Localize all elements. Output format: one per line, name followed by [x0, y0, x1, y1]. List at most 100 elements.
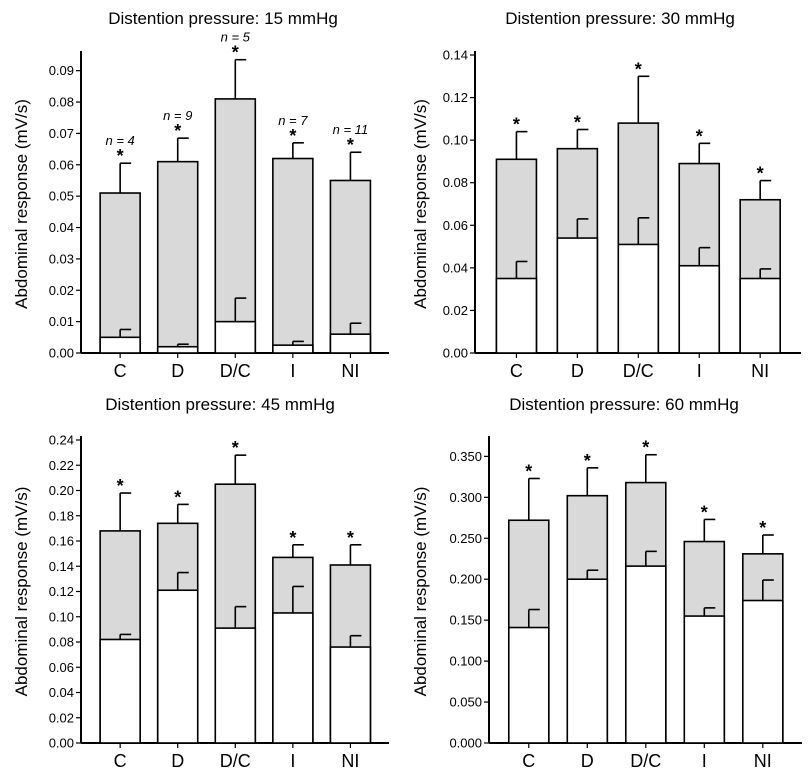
- x-tick-label: D: [171, 361, 184, 381]
- y-tick-label: 0.250: [449, 531, 482, 546]
- significance-star: *: [347, 528, 354, 548]
- significance-star: *: [174, 121, 181, 141]
- chart-panel-30mmhg: Distention pressure: 30 mmHg Abdominal re…: [404, 0, 809, 384]
- significance-star: *: [642, 438, 649, 458]
- x-tick-label: C: [510, 361, 523, 381]
- y-tick-label: 0.08: [443, 175, 468, 190]
- significance-star: *: [574, 113, 581, 133]
- y-tick-label: 0.04: [49, 685, 74, 700]
- chart-title: Distention pressure: 15 mmHg: [108, 9, 338, 28]
- chart-title: Distention pressure: 45 mmHg: [105, 395, 335, 414]
- chart-svg: Distention pressure: 15 mmHg Abdominal re…: [12, 9, 389, 381]
- y-axis-label: Abdominal response (mV/s): [12, 99, 31, 309]
- significance-star: *: [232, 438, 239, 458]
- y-tick-label: 0.22: [49, 458, 74, 473]
- x-tick-label: D: [571, 361, 584, 381]
- chart-title: Distention pressure: 30 mmHg: [505, 9, 735, 28]
- x-tick-label: C: [522, 751, 535, 769]
- bar-baseline: [99, 336, 141, 354]
- bar-baseline: [272, 612, 314, 744]
- bar-stimulated: [156, 160, 199, 354]
- significance-star: *: [289, 528, 296, 548]
- y-tick-label: 0.06: [443, 218, 468, 233]
- sample-size-label: n = 7: [278, 113, 308, 128]
- x-tick-label: D/C: [623, 361, 654, 381]
- x-tick-label: I: [290, 361, 295, 381]
- bar-baseline: [742, 599, 784, 744]
- chart-panel-15mmhg: Distention pressure: 15 mmHg Abdominal re…: [0, 0, 404, 384]
- x-tick-label: C: [114, 361, 127, 381]
- y-tick-label: 0.12: [49, 584, 74, 599]
- bar-baseline: [329, 646, 372, 744]
- y-tick-label: 0.06: [49, 660, 74, 675]
- y-axis-label: Abdominal response (mV/s): [411, 487, 430, 697]
- x-tick-label: NI: [754, 751, 772, 769]
- chart-panel-60mmhg: Distention pressure: 60 mmHg Abdominal re…: [404, 386, 809, 769]
- chart-svg: Distention pressure: 45 mmHg Abdominal re…: [12, 395, 389, 769]
- bar-stimulated: [99, 192, 141, 354]
- y-tick-label: 0.07: [49, 126, 74, 141]
- bar-baseline: [156, 345, 199, 354]
- significance-star: *: [584, 451, 591, 471]
- y-tick-label: 0.000: [449, 736, 482, 751]
- y-tick-label: 0.09: [49, 63, 74, 78]
- significance-star: *: [289, 126, 296, 146]
- bar-baseline: [329, 333, 372, 354]
- significance-star: *: [635, 59, 642, 79]
- y-tick-label: 0.02: [49, 710, 74, 725]
- bar-baseline: [156, 589, 199, 744]
- y-tick-label: 0.16: [49, 534, 74, 549]
- sample-size-label: n = 11: [333, 122, 369, 137]
- y-tick-label: 0.24: [49, 433, 74, 448]
- bar-baseline: [556, 237, 599, 354]
- bar-stimulated: [272, 157, 314, 354]
- significance-star: *: [117, 146, 124, 166]
- significance-star: *: [117, 476, 124, 496]
- bar-baseline: [739, 277, 781, 354]
- significance-star: *: [513, 115, 520, 135]
- significance-star: *: [347, 135, 354, 155]
- y-tick-label: 0.300: [449, 490, 482, 505]
- y-tick-label: 0.00: [443, 346, 468, 361]
- bar-baseline: [678, 264, 721, 354]
- significance-star: *: [525, 461, 532, 481]
- sample-size-label: n = 4: [106, 133, 135, 148]
- x-tick-label: D/C: [220, 361, 251, 381]
- chart-svg: Distention pressure: 30 mmHg Abdominal re…: [411, 9, 801, 381]
- y-tick-label: 0.05: [49, 189, 74, 204]
- y-tick-label: 0.050: [449, 695, 482, 710]
- sample-size-label: n = 5: [221, 30, 251, 45]
- y-tick-label: 0.02: [443, 303, 468, 318]
- significance-star: *: [757, 164, 764, 184]
- significance-star: *: [701, 502, 708, 522]
- sample-size-label: n = 9: [163, 108, 192, 123]
- bar-baseline: [566, 578, 609, 744]
- y-tick-label: 0.03: [49, 251, 74, 266]
- bar-baseline: [507, 626, 550, 744]
- significance-star: *: [174, 487, 181, 507]
- y-tick-label: 0.00: [49, 736, 74, 751]
- bar-baseline: [214, 627, 257, 744]
- x-tick-label: D: [171, 751, 184, 769]
- x-tick-label: NI: [341, 361, 359, 381]
- y-tick-label: 0.06: [49, 157, 74, 172]
- x-tick-label: NI: [751, 361, 769, 381]
- bar-baseline: [214, 320, 257, 354]
- x-tick-label: I: [290, 751, 295, 769]
- x-tick-label: I: [697, 361, 702, 381]
- bar-baseline: [624, 565, 667, 744]
- y-tick-label: 0.12: [443, 90, 468, 105]
- y-axis-label: Abdominal response (mV/s): [411, 99, 430, 309]
- bar-baseline: [272, 344, 314, 354]
- y-tick-label: 0.08: [49, 95, 74, 110]
- chart-title: Distention pressure: 60 mmHg: [509, 395, 739, 414]
- y-tick-label: 0.350: [449, 449, 482, 464]
- bar-baseline: [495, 277, 538, 354]
- y-tick-label: 0.10: [443, 133, 468, 148]
- y-tick-label: 0.08: [49, 635, 74, 650]
- x-tick-label: D/C: [220, 751, 251, 769]
- significance-star: *: [759, 518, 766, 538]
- y-tick-label: 0.150: [449, 613, 482, 628]
- y-tick-label: 0.18: [49, 508, 74, 523]
- y-tick-label: 0.10: [49, 609, 74, 624]
